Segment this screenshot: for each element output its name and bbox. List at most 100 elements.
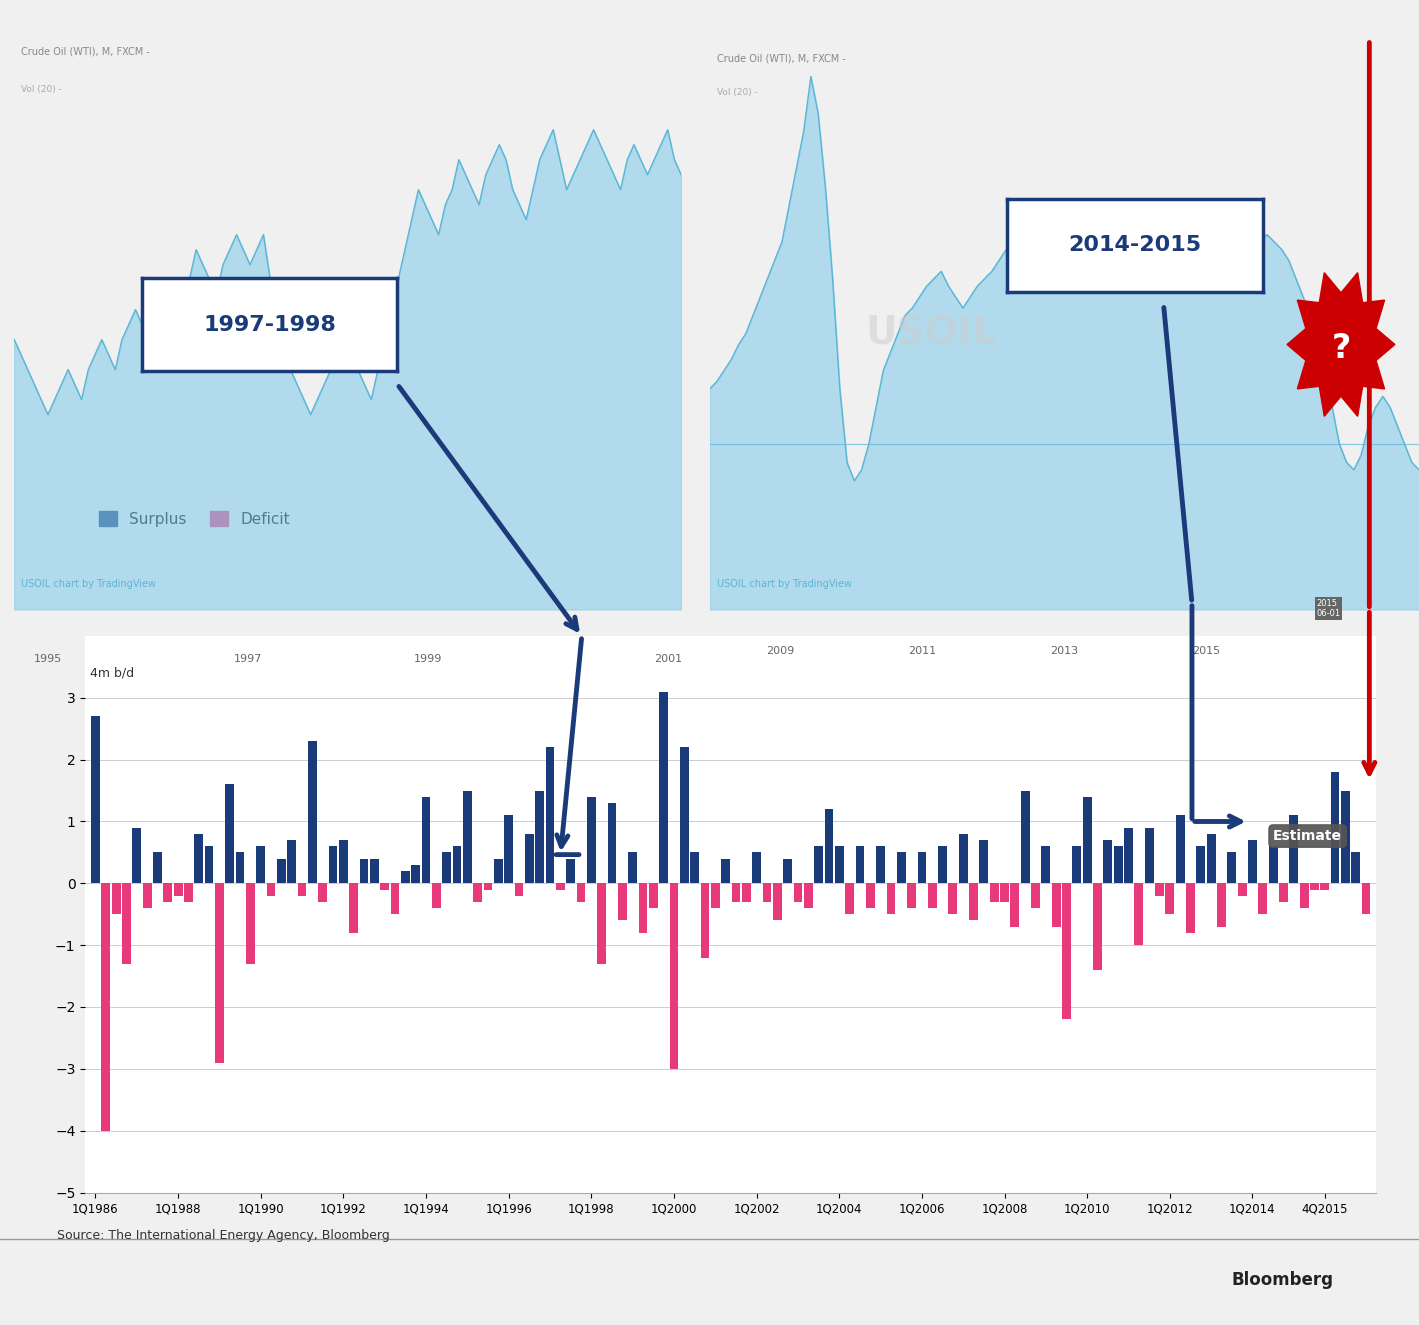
Bar [421,796,430,884]
Bar [1032,884,1040,908]
Bar [184,884,193,902]
Bar [380,884,389,889]
Bar [660,692,668,884]
Text: Crude Oil (WTI), M, FXCM -: Crude Oil (WTI), M, FXCM - [717,54,846,64]
Bar [846,884,854,914]
Bar [1114,847,1122,884]
Bar [1290,815,1298,884]
Bar [1051,884,1060,926]
Text: Estimate: Estimate [1273,829,1342,843]
Bar [629,852,637,884]
Bar [1020,791,1030,884]
Bar [1331,772,1340,884]
Bar [1134,884,1144,945]
Bar [431,884,441,908]
Bar [1341,791,1349,884]
Bar [163,884,172,902]
Bar [370,859,379,884]
Text: Bloomberg: Bloomberg [1232,1271,1334,1289]
Bar [918,852,927,884]
Bar [308,741,316,884]
Legend: Surplus, Deficit: Surplus, Deficit [92,505,297,533]
Bar [132,828,140,884]
Bar [277,859,285,884]
Bar [742,884,751,902]
Text: 2015: 2015 [1192,645,1220,656]
Bar [453,847,461,884]
Bar [1227,852,1236,884]
Bar [876,847,885,884]
Bar [607,803,616,884]
Bar [948,884,958,914]
Bar [959,833,968,884]
Bar [402,871,410,884]
Bar [1083,796,1091,884]
Bar [773,884,782,921]
Bar [990,884,999,902]
Bar [856,847,864,884]
Bar [484,884,492,889]
Bar [680,747,688,884]
Bar [1279,884,1288,902]
Bar [1073,847,1081,884]
Bar [226,784,234,884]
Bar [1310,884,1318,889]
Bar [815,847,823,884]
Text: USOIL: USOIL [866,315,998,352]
Bar [866,884,874,908]
Bar [1237,884,1246,896]
Bar [349,884,358,933]
Text: 2014-2015: 2014-2015 [1069,235,1202,256]
FancyArrowPatch shape [556,639,582,847]
Bar [535,791,543,884]
Bar [762,884,772,902]
Text: 2009: 2009 [766,645,795,656]
Bar [1165,884,1174,914]
Text: 1997: 1997 [234,655,261,664]
Bar [907,884,915,908]
Text: 1999: 1999 [413,655,441,664]
Bar [752,852,761,884]
FancyArrowPatch shape [1195,816,1240,827]
Text: 1995: 1995 [34,655,61,664]
Bar [887,884,895,914]
Text: 2011: 2011 [908,645,937,656]
Bar [1010,884,1019,926]
Bar [525,833,534,884]
Text: USOIL: USOIL [160,310,292,347]
Bar [1124,828,1132,884]
Bar [566,859,575,884]
Bar [474,884,482,902]
Bar [1104,840,1112,884]
Bar [143,884,152,908]
Bar [515,884,524,896]
Text: 2013: 2013 [1050,645,1078,656]
Bar [793,884,802,902]
Bar [721,859,729,884]
Bar [834,847,844,884]
Bar [216,884,224,1063]
Bar [597,884,606,963]
Text: 2015
06-01: 2015 06-01 [1317,599,1341,619]
Bar [969,884,978,921]
Bar [1042,847,1050,884]
Bar [1218,884,1226,926]
Bar [504,815,514,884]
FancyArrowPatch shape [1364,612,1375,774]
Text: USOIL chart by TradingView: USOIL chart by TradingView [21,579,156,590]
Bar [194,833,203,884]
Bar [639,884,647,933]
Bar [1186,884,1195,933]
Bar [112,884,121,914]
Bar [1321,884,1330,889]
Bar [339,840,348,884]
Bar [587,796,596,884]
Bar [701,884,710,958]
Bar [1300,884,1308,908]
FancyArrowPatch shape [1164,307,1192,600]
Bar [1351,852,1361,884]
Bar [1259,884,1267,914]
Bar [670,884,678,1069]
Bar [979,840,988,884]
Bar [1155,884,1164,896]
